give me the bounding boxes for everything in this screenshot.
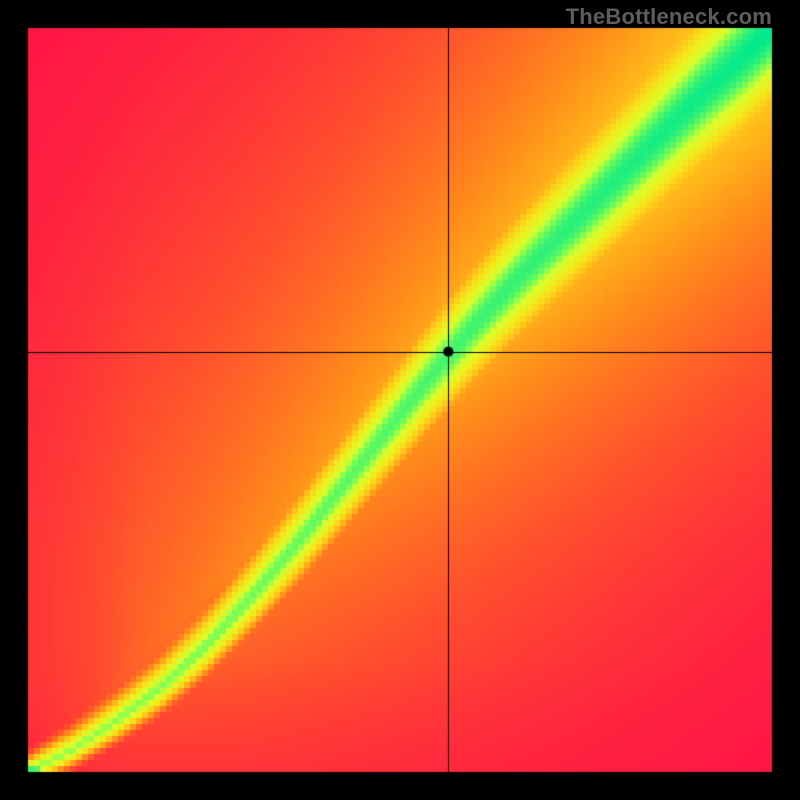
watermark-text: TheBottleneck.com: [566, 4, 772, 30]
bottleneck-heatmap: [0, 0, 800, 800]
